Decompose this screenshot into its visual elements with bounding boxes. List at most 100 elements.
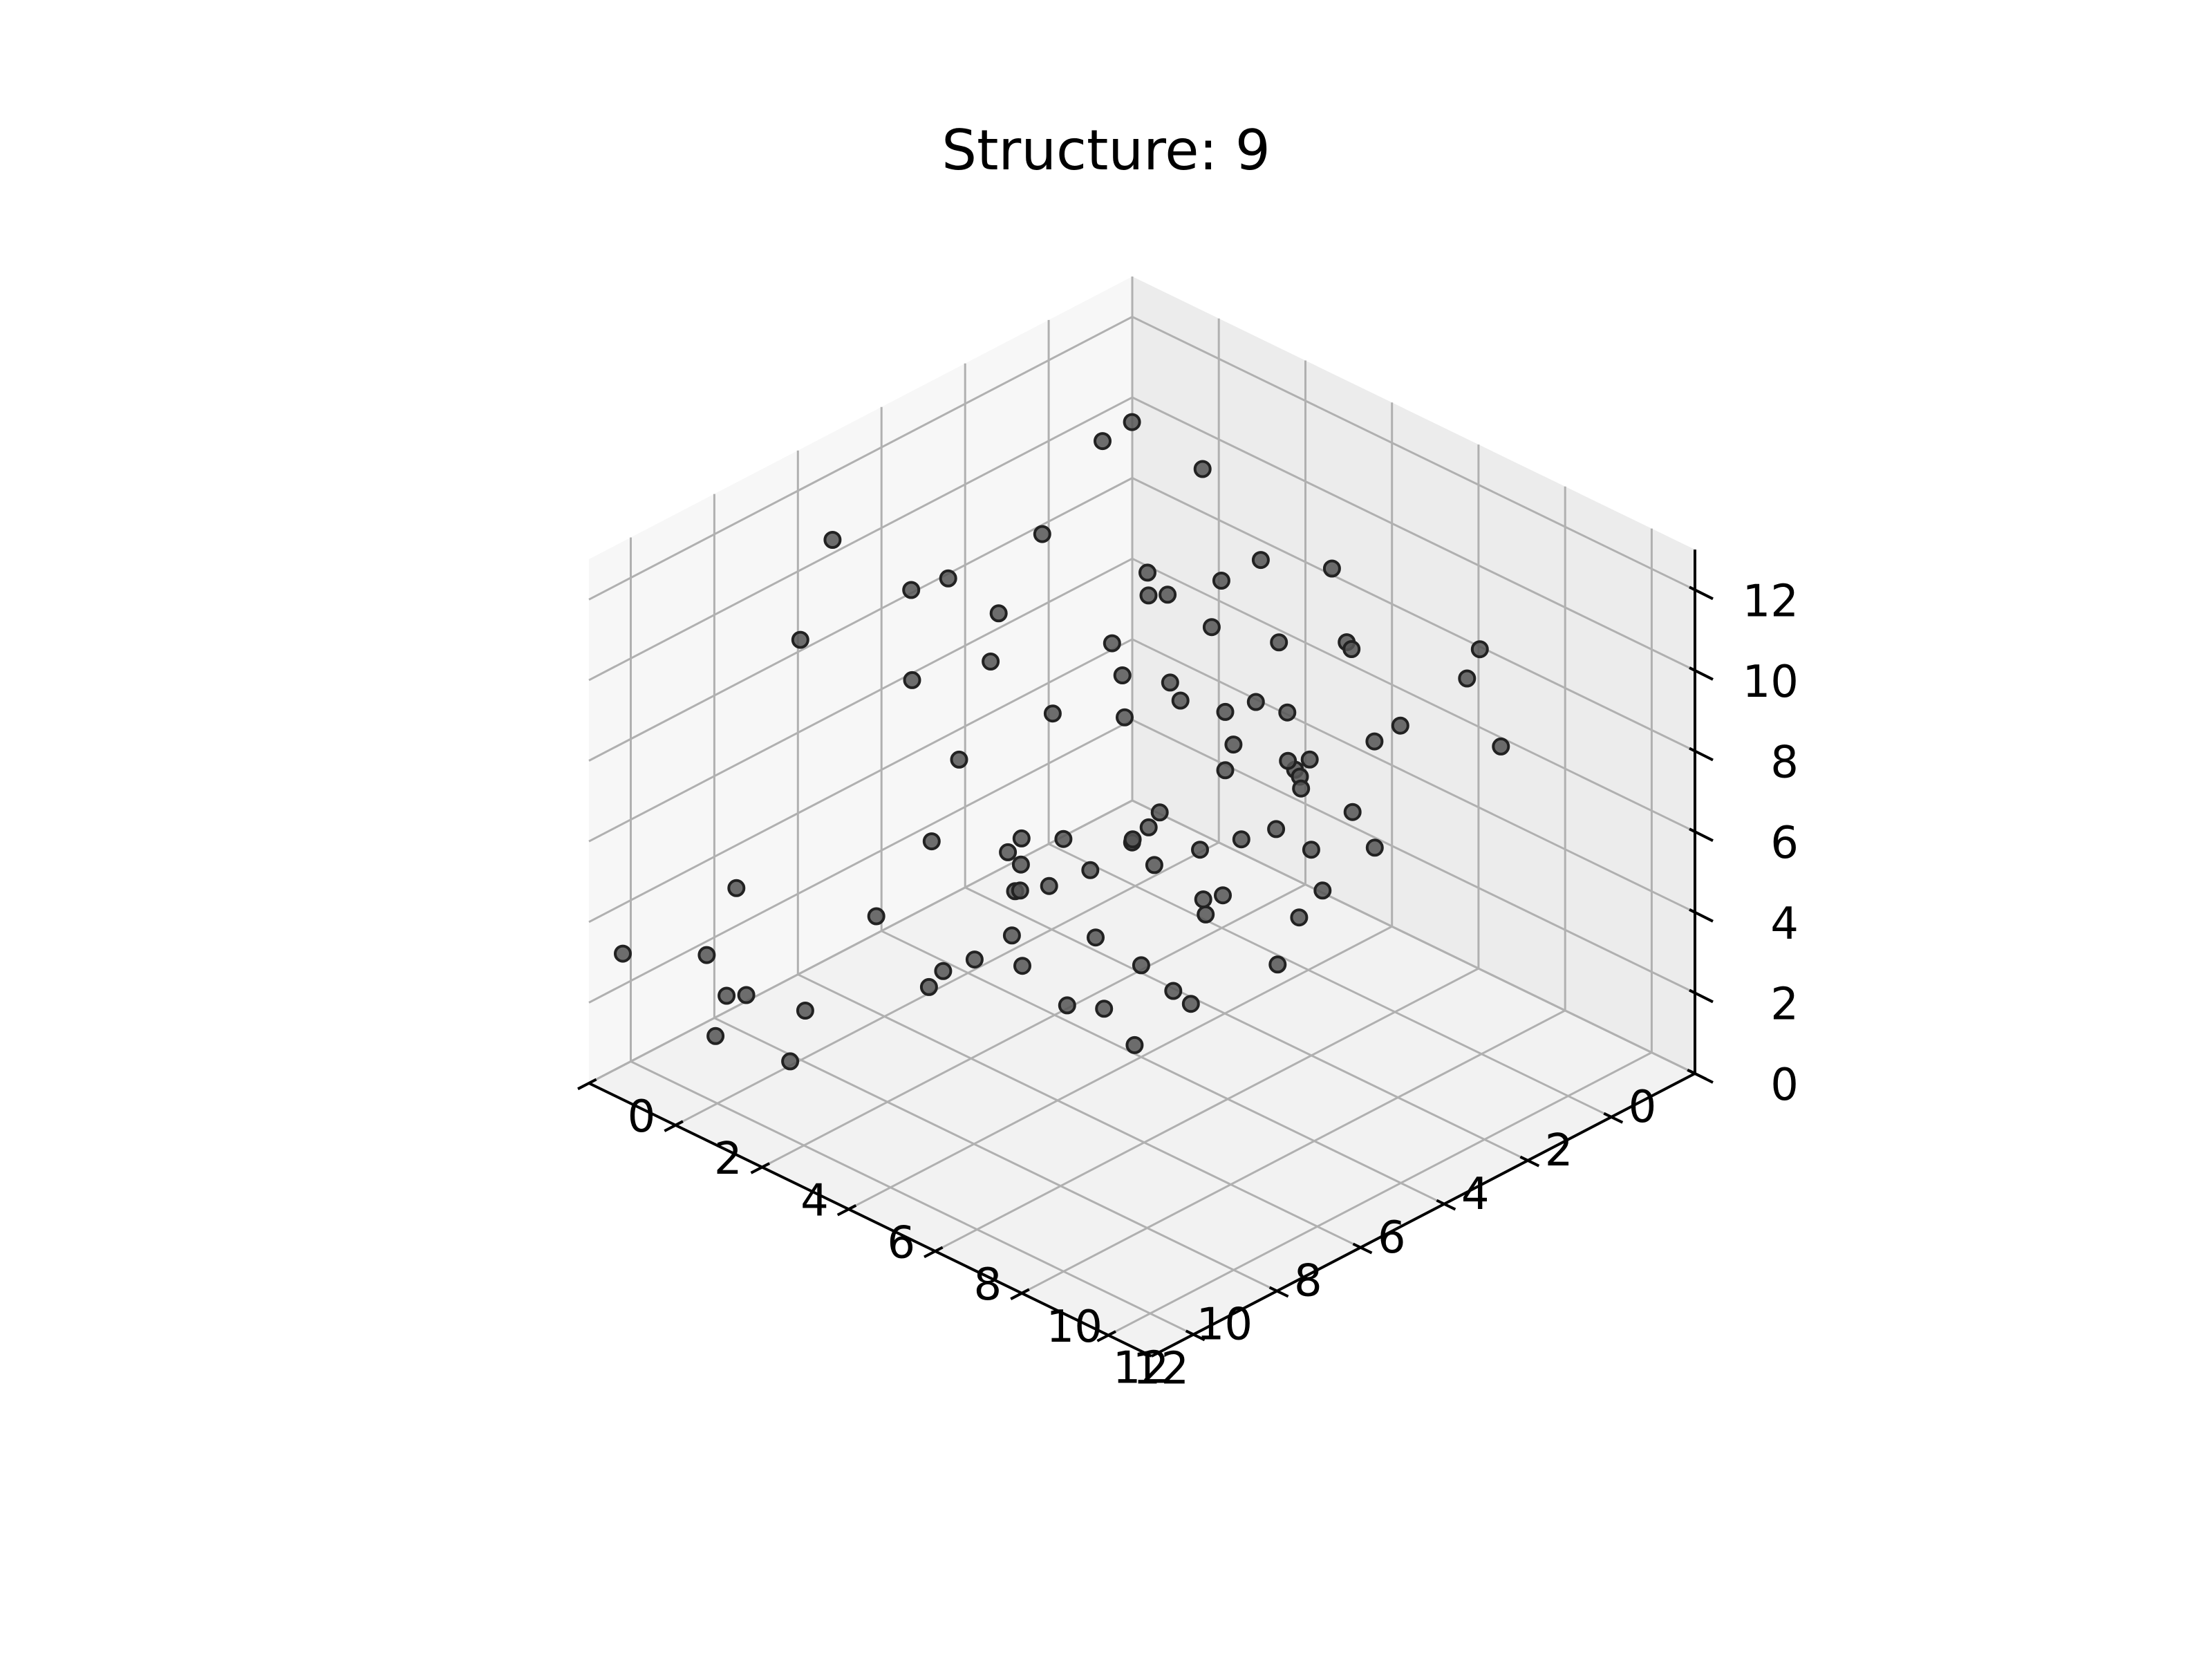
x-tick-label: 8 <box>1294 1256 1322 1307</box>
x-tick <box>1519 1155 1540 1168</box>
z-tick-label: 2 <box>1770 979 1799 1030</box>
data-point <box>1300 750 1319 769</box>
data-point <box>1054 830 1073 848</box>
x-tick <box>1436 1199 1456 1211</box>
y-tick <box>1010 1288 1030 1300</box>
data-point <box>1132 956 1150 975</box>
gridline-z-left <box>588 799 1133 1085</box>
chart-title: Structure: 9 <box>941 118 1271 182</box>
data-point <box>1011 855 1030 874</box>
y-tick <box>750 1162 771 1174</box>
gridline-z-right <box>1132 799 1696 1075</box>
data-point <box>1139 586 1158 605</box>
data-point <box>1212 572 1230 590</box>
data-point <box>1139 818 1158 836</box>
data-point <box>1123 830 1142 849</box>
y-tick <box>577 1078 597 1091</box>
data-point <box>1081 861 1100 879</box>
gridline-z-right <box>1132 557 1696 833</box>
data-point <box>1123 413 1141 431</box>
data-point <box>1171 691 1190 710</box>
data-point <box>706 1027 725 1045</box>
data-point <box>1270 633 1288 652</box>
data-point <box>1181 995 1200 1013</box>
data-point <box>1094 432 1112 451</box>
data-point <box>1193 460 1212 478</box>
right-wall-pane <box>1132 276 1695 1074</box>
data-point <box>1197 905 1215 924</box>
gridline-y-floor <box>1021 1009 1566 1295</box>
data-point <box>1267 820 1286 838</box>
data-point <box>697 946 716 964</box>
data-point <box>867 907 885 926</box>
y-tick-label: 2 <box>714 1134 742 1185</box>
y-tick <box>924 1246 944 1259</box>
z-tick-label: 0 <box>1770 1060 1799 1111</box>
x-tick-label: 4 <box>1461 1169 1490 1220</box>
y-tick <box>836 1204 857 1217</box>
gridline-z-left <box>588 638 1133 924</box>
y-tick-label: 6 <box>887 1217 915 1268</box>
x-tick-label: 10 <box>1197 1300 1253 1351</box>
data-point <box>1391 716 1409 735</box>
z-tick-label: 4 <box>1770 899 1799 950</box>
x-tick <box>1603 1112 1624 1124</box>
data-point <box>1290 908 1309 927</box>
y-tick <box>664 1120 684 1132</box>
x-tick <box>1185 1329 1206 1342</box>
y-tick-label: 0 <box>628 1091 656 1143</box>
gridline-x-floor <box>630 1060 1194 1335</box>
data-point <box>1232 830 1250 849</box>
data-point <box>939 569 957 588</box>
data-point <box>1012 829 1031 847</box>
data-point <box>1191 841 1209 859</box>
y-tick-label: 4 <box>800 1176 829 1227</box>
data-point <box>1043 704 1062 723</box>
data-point <box>1058 996 1076 1015</box>
gridline-z-left <box>588 396 1133 682</box>
data-point <box>1040 877 1058 895</box>
z-tick-label: 8 <box>1770 738 1799 789</box>
data-point <box>1002 926 1021 945</box>
gridline-y-floor <box>1107 1051 1653 1336</box>
data-point <box>1343 803 1362 821</box>
data-point <box>1470 640 1489 659</box>
data-point <box>1161 673 1179 692</box>
data-point <box>1011 881 1029 900</box>
x-tick-label: 12 <box>1113 1343 1169 1394</box>
x-axis-line <box>1151 1072 1696 1358</box>
data-point <box>796 1002 814 1020</box>
data-point <box>1116 708 1134 727</box>
gridline-z-right <box>1132 638 1696 914</box>
y-axis-line <box>588 1082 1152 1358</box>
z-tick <box>1689 988 1714 1004</box>
z-tick <box>1689 585 1714 601</box>
x-tick-label: 0 <box>1629 1082 1657 1133</box>
gridline-y-floor <box>935 967 1479 1253</box>
data-point <box>965 950 984 969</box>
gridline-z-left <box>588 719 1133 1004</box>
z-tick-label: 10 <box>1743 657 1799 708</box>
data-point <box>781 1052 800 1071</box>
data-point <box>1087 928 1105 947</box>
data-point <box>718 986 736 1005</box>
left-wall-pane <box>589 276 1132 1083</box>
gridline-z-right <box>1132 396 1696 672</box>
data-point <box>1251 551 1270 570</box>
data-point <box>1145 856 1163 874</box>
z-tick <box>1689 827 1714 842</box>
z-tick-label: 6 <box>1770 818 1799 869</box>
data-point <box>1365 732 1384 751</box>
x-tick-label: 6 <box>1378 1212 1406 1264</box>
x-tick <box>1268 1286 1289 1298</box>
data-point <box>1216 702 1235 721</box>
gridline-x-floor <box>797 973 1361 1249</box>
data-point <box>791 630 809 649</box>
gridline-z-right <box>1132 477 1696 752</box>
data-point <box>737 986 756 1004</box>
y-tick-label: 12 <box>1133 1344 1189 1395</box>
data-point <box>1150 803 1169 822</box>
z-tick <box>1689 1069 1714 1084</box>
axis-lines <box>588 550 1696 1358</box>
